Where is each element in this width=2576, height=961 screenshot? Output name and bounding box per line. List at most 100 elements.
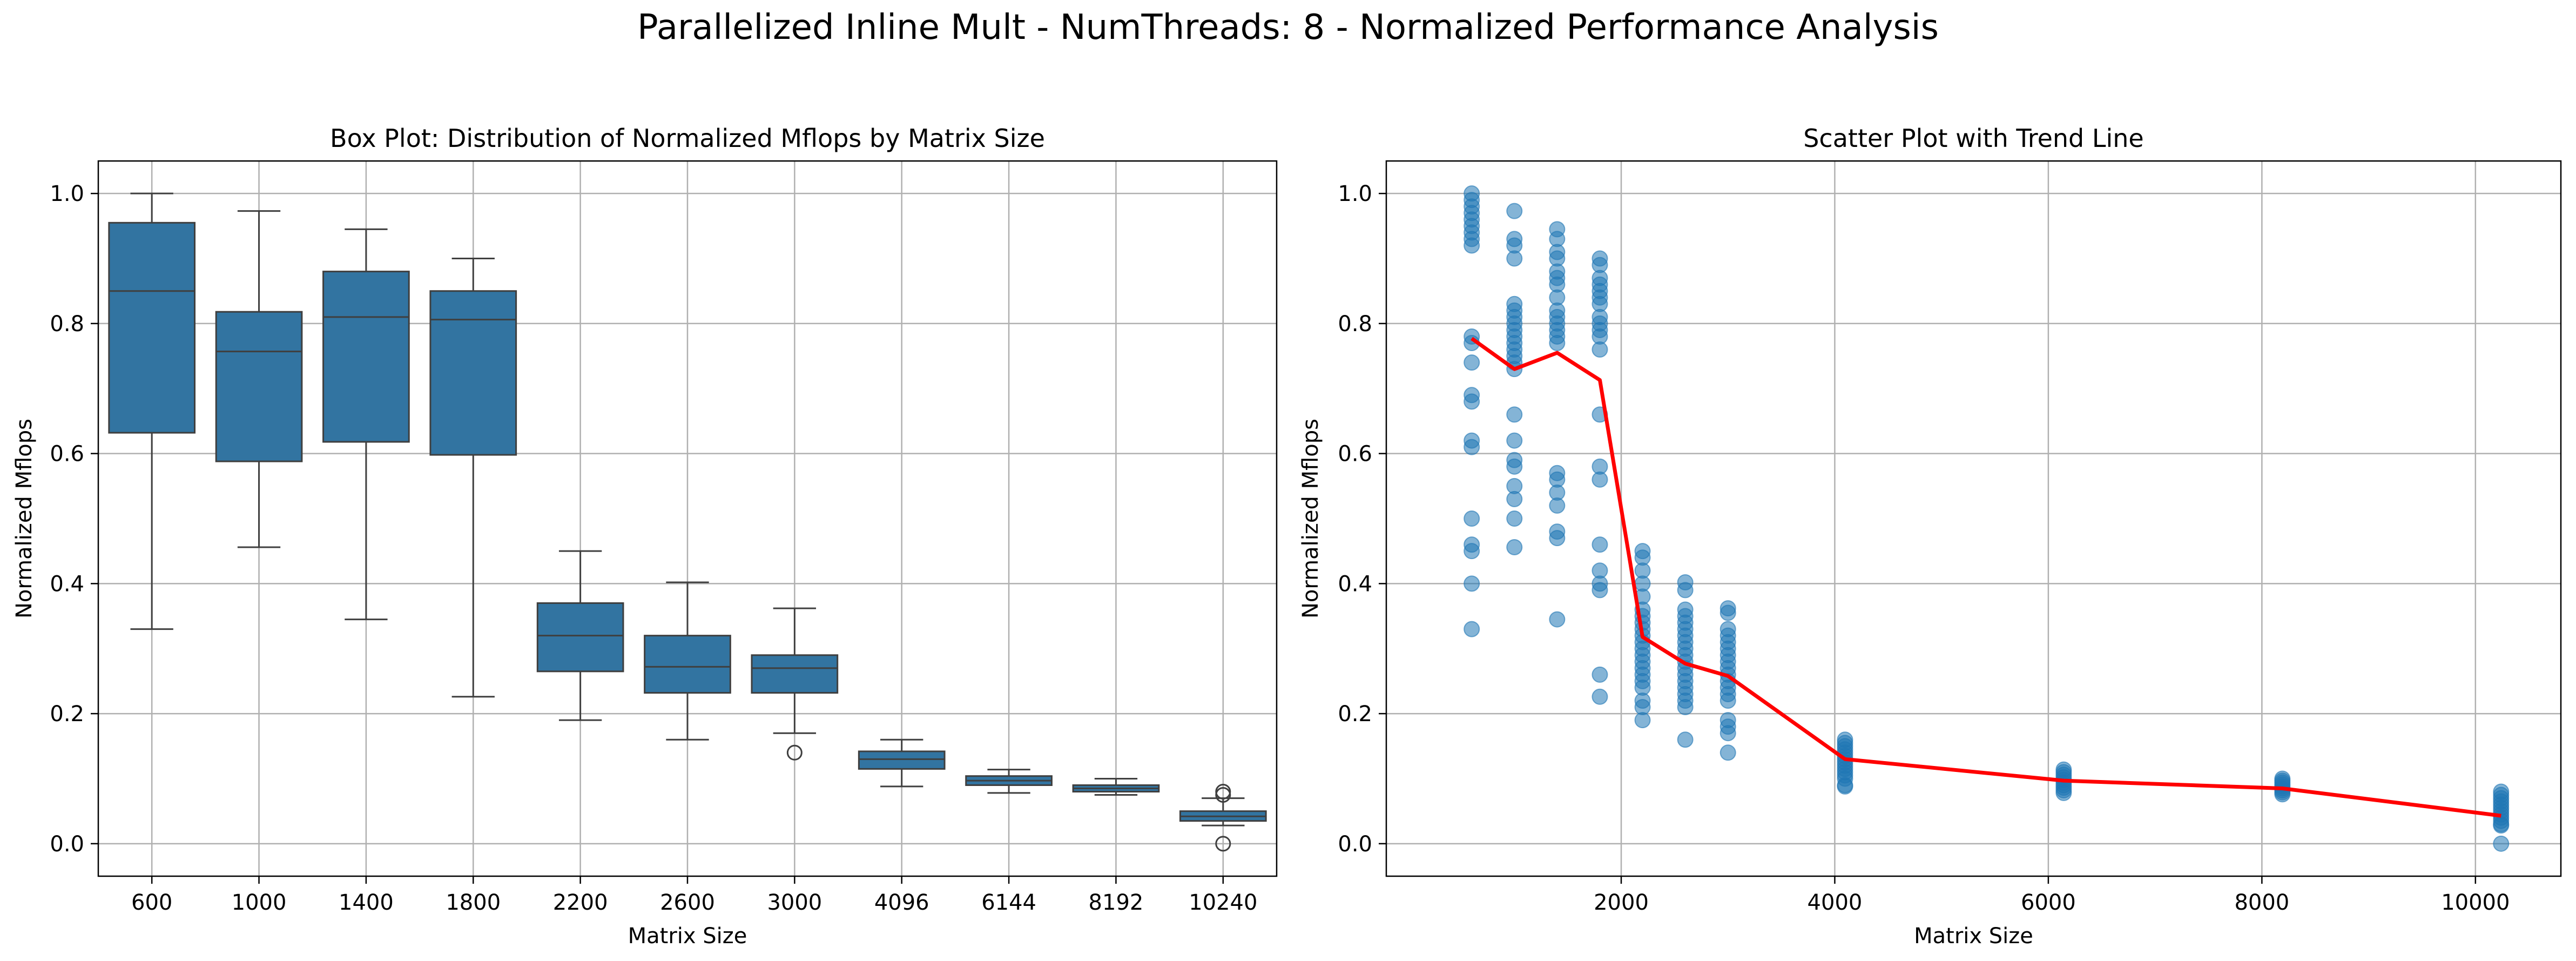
scatter-point [1506,510,1523,527]
scatter-frame [1385,160,2562,877]
box-plot-grid [98,161,1277,876]
scatter-points [1464,185,2510,852]
x-tick-label: 6000 [2021,890,2076,915]
box-iqr [751,654,839,694]
y-tick-label: 0.8 [1338,312,1372,337]
outlier-point [786,744,803,761]
box-600 [108,192,196,630]
x-tick-label: 1800 [446,890,501,915]
scatter-point [1464,621,1480,637]
x-tick-label: 1000 [232,890,287,915]
y-tick-label: 0.8 [50,312,84,337]
box-1400 [322,228,410,621]
scatter-point [1464,510,1480,527]
box-4096 [858,738,946,788]
y-tick-label: 0.6 [1338,442,1372,467]
scatter-point [1592,688,1608,705]
x-tick-label: 3000 [767,890,822,915]
scatter-point [1837,778,1853,795]
scatter-point [1677,731,1694,748]
figure-title: Parallelized Inline Mult - NumThreads: 8… [637,8,1939,48]
x-tick-label: 10000 [2441,890,2510,915]
box-plot-x-label: Matrix Size [628,924,747,949]
box-3000 [751,607,839,761]
scatter-point [1719,604,1736,621]
scatter-y-label: Normalized Mflops [1298,419,1323,619]
y-tick-label: 0.4 [50,572,84,596]
scatter-point [1506,406,1523,423]
x-tick-label: 2000 [1594,890,1649,915]
x-tick-label: 8000 [2234,890,2289,915]
scatter-point [1549,530,1566,547]
box-10240 [1179,784,1267,852]
box-iqr [322,271,410,443]
scatter-point [1506,250,1523,267]
box-2200 [536,550,624,721]
box-6144 [965,769,1053,794]
scatter-point [1634,712,1651,729]
y-tick-label: 0.2 [1338,702,1372,727]
y-tick-label: 1.0 [50,182,84,206]
scatter-point [1719,725,1736,742]
y-tick-label: 0.4 [1338,572,1372,596]
scatter-point [1719,744,1736,761]
scatter-title: Scatter Plot with Trend Line [1803,124,2144,153]
scatter-point [1506,432,1523,449]
x-tick-label: 10240 [1189,890,1257,915]
outlier-point [1215,836,1231,852]
y-tick-label: 0.6 [50,442,84,467]
scatter-point [1677,582,1694,599]
box-8192 [1072,777,1160,796]
outlier-point [1215,784,1231,800]
scatter-point [1592,341,1608,358]
y-tick-label: 0.0 [50,832,84,857]
scatter-point [1464,439,1480,455]
x-tick-label: 4096 [874,890,929,915]
box-iqr [858,750,946,770]
scatter-point [1549,335,1566,352]
scatter-point [1592,666,1608,683]
x-tick-label: 2200 [553,890,608,915]
scatter-point [1464,393,1480,410]
box-1000 [215,210,303,548]
box-iqr [536,602,624,673]
x-tick-label: 8192 [1089,890,1144,915]
y-tick-label: 0.0 [1338,832,1372,857]
scatter-point [2493,817,2510,834]
scatter-point [1549,611,1566,628]
x-tick-label: 4000 [1808,890,1863,915]
scatter-point [1464,354,1480,371]
scatter-x-label: Matrix Size [1914,924,2033,949]
scatter-point [1506,539,1523,555]
y-tick-label: 1.0 [1338,182,1372,206]
x-tick-label: 1400 [339,890,394,915]
y-tick-label: 0.2 [50,702,84,727]
scatter-point [1592,536,1608,553]
scatter-point [1592,582,1608,599]
scatter-point [1719,693,1736,709]
scatter-point [1506,458,1523,475]
box-plot-title: Box Plot: Distribution of Normalized Mfl… [330,124,1045,153]
x-tick-label: 2600 [660,890,715,915]
scatter-point [1464,237,1480,254]
box-iqr [215,311,303,462]
x-tick-label: 6144 [981,890,1036,915]
scatter-point [2055,784,2072,801]
scatter-point [1592,471,1608,488]
box-iqr [429,290,517,456]
box-2600 [644,581,731,741]
box-1800 [429,258,517,698]
scatter-point [1464,575,1480,592]
box-iqr [108,221,196,434]
scatter-point [1677,699,1694,716]
scatter-point [1506,203,1523,219]
scatter-point [1464,543,1480,560]
x-tick-label: 600 [131,890,172,915]
trend-line [1471,337,2501,818]
scatter-point [1506,490,1523,507]
scatter-point [1549,497,1566,514]
scatter-point [2493,835,2510,852]
box-plot-y-label: Normalized Mflops [12,419,37,619]
